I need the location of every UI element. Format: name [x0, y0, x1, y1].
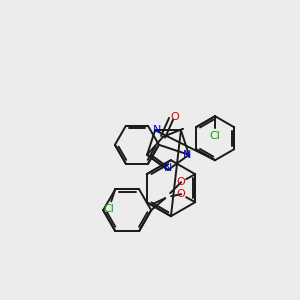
Text: O: O	[171, 112, 179, 122]
Text: O: O	[177, 189, 186, 199]
Text: N: N	[164, 163, 172, 173]
Text: O: O	[177, 177, 186, 187]
Text: N: N	[183, 150, 191, 160]
Text: Cl: Cl	[210, 131, 220, 141]
Text: N: N	[153, 125, 161, 135]
Text: Cl: Cl	[104, 204, 115, 214]
